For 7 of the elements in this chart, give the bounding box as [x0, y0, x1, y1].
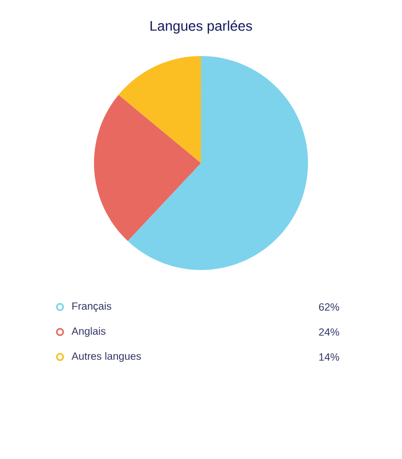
legend-label: Français — [72, 302, 112, 312]
data-label: 14% — [319, 353, 340, 361]
chart-title: Langues parlées — [150, 20, 252, 34]
legend-label: Anglais — [72, 327, 106, 337]
legend-label: Autres langues — [72, 352, 141, 362]
data-label: 24% — [319, 328, 340, 336]
data-label: 62% — [319, 303, 340, 311]
